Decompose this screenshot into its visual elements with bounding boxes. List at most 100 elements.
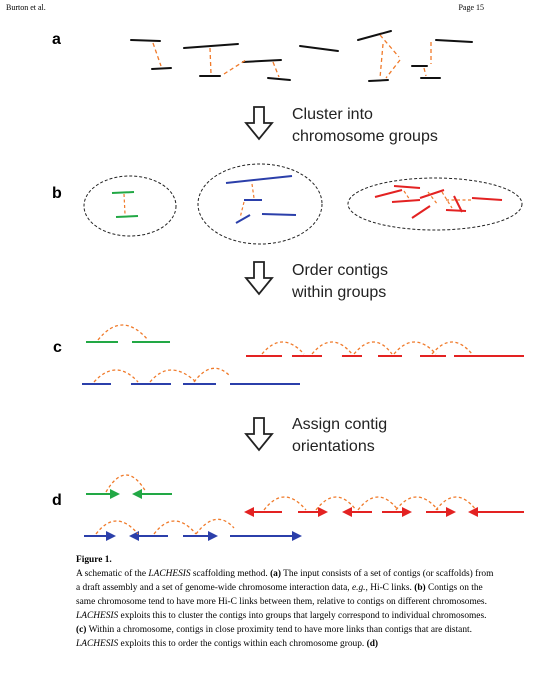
hic-link-arc xyxy=(195,518,235,535)
hic-link-arc xyxy=(105,474,147,493)
hic-link xyxy=(427,191,439,206)
caption-bold-run: (c) xyxy=(76,625,87,635)
step-orient-line-1: Assign contig xyxy=(292,416,388,433)
caption-italic-run: LACHESIS xyxy=(76,611,119,621)
figure-caption-body: A schematic of the LACHESIS scaffolding … xyxy=(76,567,496,651)
contig xyxy=(261,213,297,216)
step-cluster-line-1: Cluster into xyxy=(292,106,373,123)
contig xyxy=(115,215,139,218)
contig xyxy=(411,205,431,219)
caption-text-run: Contigs on the same chromosome tend to h… xyxy=(76,583,487,607)
hic-link xyxy=(385,59,401,79)
hic-link-arc xyxy=(97,324,149,341)
contig xyxy=(374,189,403,198)
caption-bold-run: (a) xyxy=(270,569,281,579)
hic-link xyxy=(239,201,245,219)
hic-link-arc xyxy=(353,341,393,355)
hic-link xyxy=(403,190,411,201)
caption-italic-run: LACHESIS xyxy=(148,569,191,579)
caption-text-run: The input consists of a set of contigs (… xyxy=(76,569,494,593)
contig xyxy=(419,189,445,199)
hic-link xyxy=(423,67,427,77)
contig xyxy=(453,195,463,213)
step-order-label: Order contigs within groups xyxy=(292,260,388,304)
hic-link xyxy=(379,43,384,79)
figure-caption-title: Figure 1. xyxy=(76,555,112,565)
hic-link-arc xyxy=(95,520,139,535)
panel-c-links xyxy=(93,324,473,383)
caption-text-run: scaffolding method. xyxy=(190,569,271,579)
step-orient-label: Assign contig orientations xyxy=(292,414,387,458)
hic-link xyxy=(223,59,247,75)
running-header-authors: Burton et al. xyxy=(6,3,46,12)
step-arrow-down-icon xyxy=(244,106,274,141)
step-order-line-2: within groups xyxy=(292,284,387,301)
contig xyxy=(299,45,339,52)
hic-link-arc xyxy=(393,341,437,355)
contig xyxy=(471,197,503,201)
hic-link-arc xyxy=(395,496,439,511)
figure-schematic xyxy=(82,30,524,541)
panel-c-contigs xyxy=(82,341,524,385)
contig xyxy=(242,59,282,63)
panel-label-d: d xyxy=(52,492,62,509)
hic-link-arc xyxy=(149,369,197,383)
panel-b-links xyxy=(123,183,472,219)
contig xyxy=(225,175,293,184)
contig xyxy=(368,79,389,82)
panel-b-blue-contigs xyxy=(225,175,297,224)
caption-text-run: , Hi-C links. xyxy=(365,583,415,593)
hic-link xyxy=(152,42,162,67)
panel-b-green-contigs xyxy=(111,191,139,218)
caption-italic-run: LACHESIS xyxy=(76,639,119,649)
hic-link-arc xyxy=(357,496,399,511)
caption-text-run: exploits this to order the contigs withi… xyxy=(118,639,367,649)
step-cluster-line-2: chromosome groups xyxy=(292,128,438,145)
hic-link-arc xyxy=(435,496,477,511)
contig xyxy=(445,209,467,212)
cluster-ellipse-blue xyxy=(197,163,323,245)
caption-bold-run: (d) xyxy=(366,639,379,649)
contig xyxy=(151,67,172,70)
panel-label-b: b xyxy=(52,185,62,202)
contig xyxy=(357,30,392,41)
cluster-ellipse-green xyxy=(83,175,177,237)
panel-label-a: a xyxy=(52,31,61,48)
contig xyxy=(267,77,291,81)
caption-text-run: A schematic of the xyxy=(76,569,149,579)
cluster-ellipse-red xyxy=(347,177,523,231)
panel-a-links xyxy=(152,34,432,79)
contig xyxy=(111,191,135,194)
hic-link xyxy=(272,61,280,78)
hic-link-arc xyxy=(315,496,357,511)
contig xyxy=(130,39,161,42)
hic-link-arc xyxy=(93,369,139,383)
hic-link-arc xyxy=(263,496,307,511)
hic-link xyxy=(209,47,212,75)
caption-italic-run: e.g. xyxy=(351,583,366,593)
panel-a-contigs xyxy=(130,30,473,82)
contig xyxy=(391,199,421,203)
hic-link-arc xyxy=(261,341,305,355)
contig xyxy=(435,39,473,43)
hic-link-arc xyxy=(153,520,197,535)
contig xyxy=(235,214,251,224)
caption-bold-run: (b) xyxy=(414,583,426,593)
hic-link xyxy=(251,183,255,199)
hic-link xyxy=(379,34,400,58)
panel-d-contigs xyxy=(84,489,524,541)
hic-link-arc xyxy=(431,341,473,355)
panel-d-links xyxy=(95,474,477,535)
step-orient-line-2: orientations xyxy=(292,438,375,455)
running-header-page: Page 15 xyxy=(458,3,484,12)
hic-link-arc xyxy=(193,367,231,383)
contig xyxy=(183,43,239,49)
contig xyxy=(393,185,421,189)
caption-text-run: exploits this to cluster the contigs int… xyxy=(118,611,487,621)
hic-link-arc xyxy=(311,341,353,355)
panel-b-clusters xyxy=(83,163,523,245)
step-order-line-1: Order contigs xyxy=(292,262,389,279)
figure-caption: Figure 1. A schematic of the LACHESIS sc… xyxy=(76,553,496,651)
caption-text-run: Within a chromosome, contigs in close pr… xyxy=(86,625,472,635)
panel-b-red-contigs xyxy=(374,185,503,219)
